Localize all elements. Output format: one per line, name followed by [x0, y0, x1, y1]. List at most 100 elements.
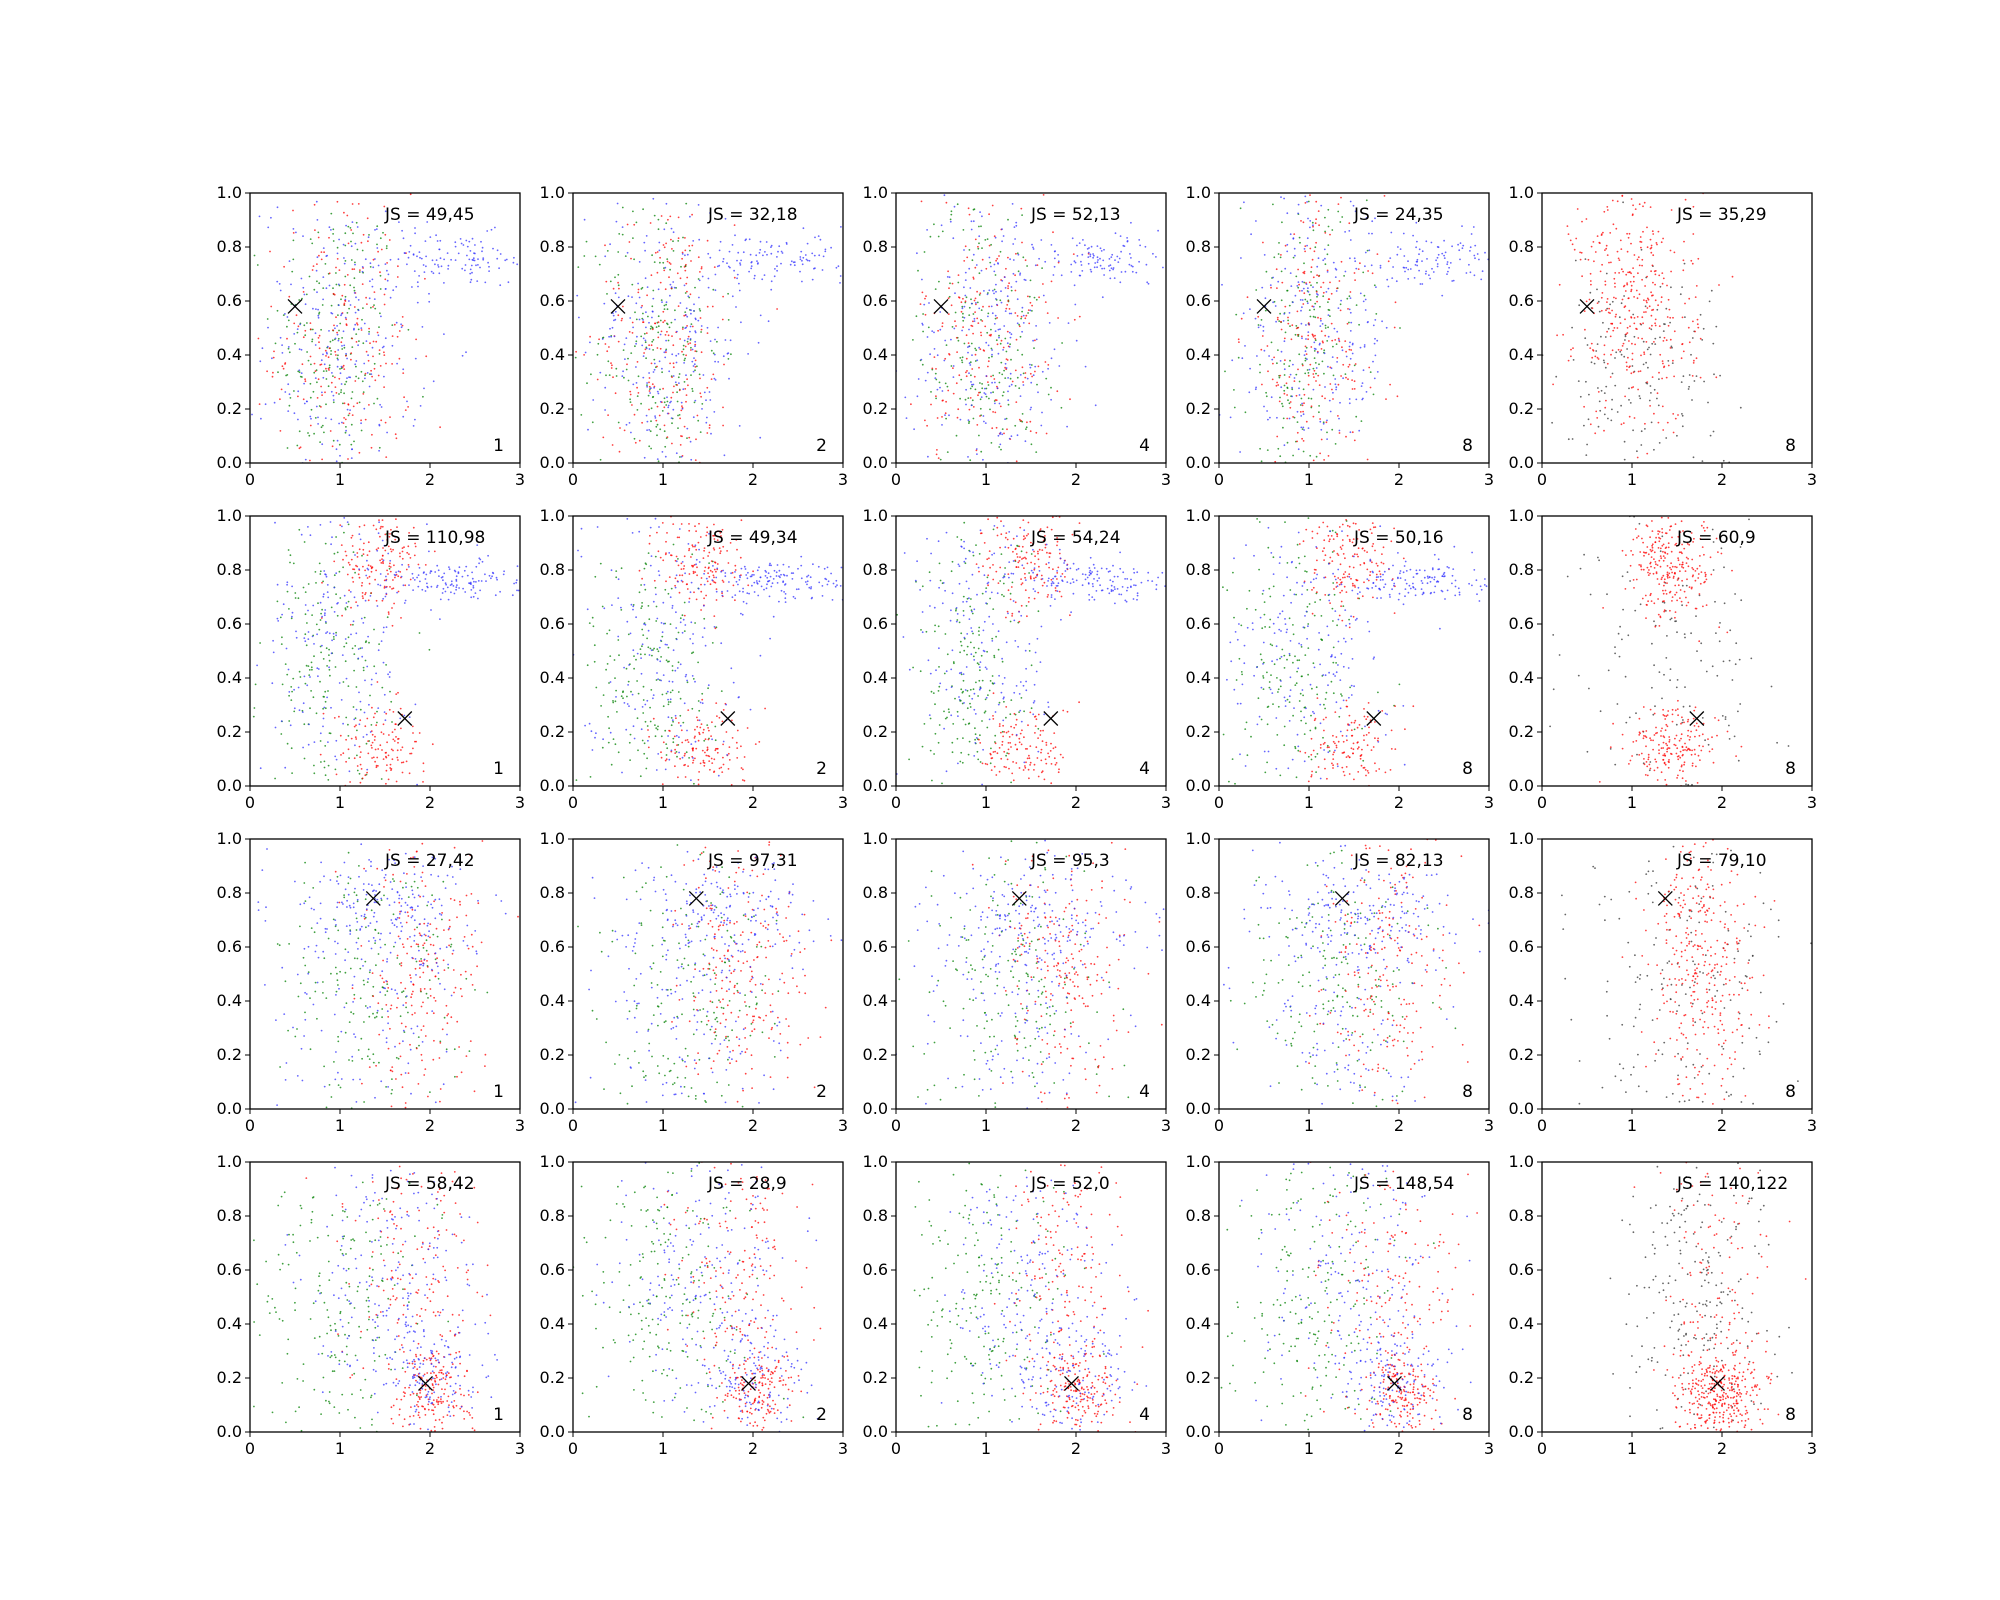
scatter-point-green — [1326, 340, 1329, 342]
scatter-point-red — [1651, 230, 1654, 233]
scatter-point-blue — [589, 341, 591, 344]
scatter-point-blue — [954, 292, 956, 295]
scatter-point-blue — [968, 372, 970, 375]
scatter-point-blue — [1112, 268, 1114, 271]
scatter-point-green — [635, 318, 638, 321]
scatter-point-red — [708, 427, 711, 429]
scatter-point-green — [324, 774, 327, 777]
scatter-point-blue — [425, 255, 427, 258]
scatter-point-blue — [364, 599, 367, 602]
scatter-point-green — [288, 351, 291, 354]
scatter-point-green — [968, 249, 971, 251]
scatter-point-blue — [996, 387, 999, 390]
scatter-point-blue — [465, 351, 467, 354]
scatter-point-red — [356, 402, 359, 405]
scatter-point-blue — [417, 574, 420, 576]
scatter-point-blue — [396, 591, 398, 594]
scatter-point-blue — [326, 631, 329, 633]
scatter-point-green — [989, 408, 991, 411]
scatter-point-black — [1659, 336, 1661, 339]
scatter-point-green — [677, 631, 680, 634]
scatter-point-green — [647, 605, 650, 607]
scatter-point-blue — [384, 210, 387, 213]
scatter-point-green — [287, 347, 290, 350]
panel-r1-c3: 0 1 2 30.00.20.40.60.81.0JS = 52,134 — [863, 183, 1172, 489]
scatter-point-red — [394, 538, 397, 541]
scatter-point-red — [1609, 376, 1612, 378]
scatter-point-blue — [329, 521, 332, 523]
scatter-point-green — [1324, 230, 1326, 233]
scatter-point-red — [376, 331, 379, 334]
scatter-point-red — [408, 553, 410, 555]
scatter-point-red — [1340, 375, 1342, 377]
scatter-point-blue — [726, 262, 728, 265]
scatter-point-red — [979, 292, 982, 295]
scatter-point-red — [1327, 455, 1330, 457]
scatter-point-red — [1344, 340, 1347, 342]
scatter-point-red — [963, 260, 966, 262]
scatter-point-green — [347, 636, 350, 639]
scatter-point-blue — [438, 248, 441, 251]
scatter-point-blue — [1322, 259, 1325, 262]
scatter-point-green — [655, 620, 658, 622]
scatter-point-blue — [1076, 255, 1079, 257]
scatter-point-blue — [1081, 270, 1084, 272]
scatter-point-blue — [604, 255, 607, 258]
y-tick-label: 0.8 — [540, 237, 565, 256]
scatter-point-blue — [1244, 345, 1246, 347]
scatter-point-green — [324, 707, 327, 710]
scatter-point-red — [993, 235, 996, 238]
scatter-point-red — [945, 400, 947, 403]
scatter-point-blue — [701, 275, 704, 278]
scatter-point-blue — [343, 344, 346, 347]
scatter-point-green — [978, 434, 980, 437]
scatter-point-red — [1629, 271, 1631, 273]
scatter-point-blue — [953, 205, 956, 208]
scatter-point-blue — [408, 251, 411, 253]
scatter-point-blue — [1304, 350, 1307, 353]
scatter-point-red — [1718, 284, 1720, 286]
scatter-point-blue — [985, 375, 988, 377]
scatter-point-red — [1020, 420, 1023, 422]
scatter-point-green — [971, 385, 974, 388]
scatter-point-green — [614, 677, 616, 679]
scatter-point-red — [1336, 287, 1338, 290]
scatter-point-red — [995, 399, 998, 402]
scatter-point-red — [1350, 349, 1353, 351]
scatter-point-blue — [494, 226, 496, 229]
panel-corner-label: 8 — [1462, 436, 1473, 456]
scatter-point-red — [1639, 236, 1642, 238]
scatter-point-green — [594, 255, 597, 258]
scatter-point-red — [360, 768, 363, 770]
scatter-point-blue — [1249, 367, 1251, 370]
scatter-point-blue — [334, 327, 336, 330]
scatter-point-black — [1615, 351, 1618, 354]
scatter-point-red — [652, 717, 655, 720]
scatter-point-red — [1643, 353, 1646, 355]
scatter-point-blue — [443, 258, 445, 261]
scatter-point-green — [329, 340, 332, 343]
scatter-point-blue — [338, 422, 340, 425]
scatter-point-blue — [1428, 274, 1430, 276]
scatter-point-green — [311, 242, 314, 245]
scatter-point-black — [1555, 375, 1558, 378]
scatter-point-blue — [1103, 248, 1105, 251]
scatter-point-red — [409, 752, 411, 755]
scatter-point-red — [719, 531, 722, 534]
scatter-point-black — [1603, 413, 1606, 416]
scatter-point-blue — [264, 403, 267, 406]
scatter-point-red — [358, 745, 361, 748]
scatter-point-red — [685, 394, 688, 396]
scatter-point-green — [1239, 207, 1242, 210]
scatter-point-blue — [1370, 264, 1373, 267]
scatter-point-black — [1618, 316, 1621, 319]
scatter-point-black — [1587, 418, 1590, 421]
scatter-point-blue — [675, 611, 677, 614]
scatter-point-black — [1596, 288, 1598, 291]
scatter-point-green — [324, 263, 327, 265]
scatter-point-red — [374, 735, 376, 738]
scatter-point-red — [1347, 308, 1349, 310]
scatter-point-red — [681, 328, 684, 330]
scatter-point-red — [384, 278, 387, 281]
scatter-point-blue — [349, 591, 352, 593]
